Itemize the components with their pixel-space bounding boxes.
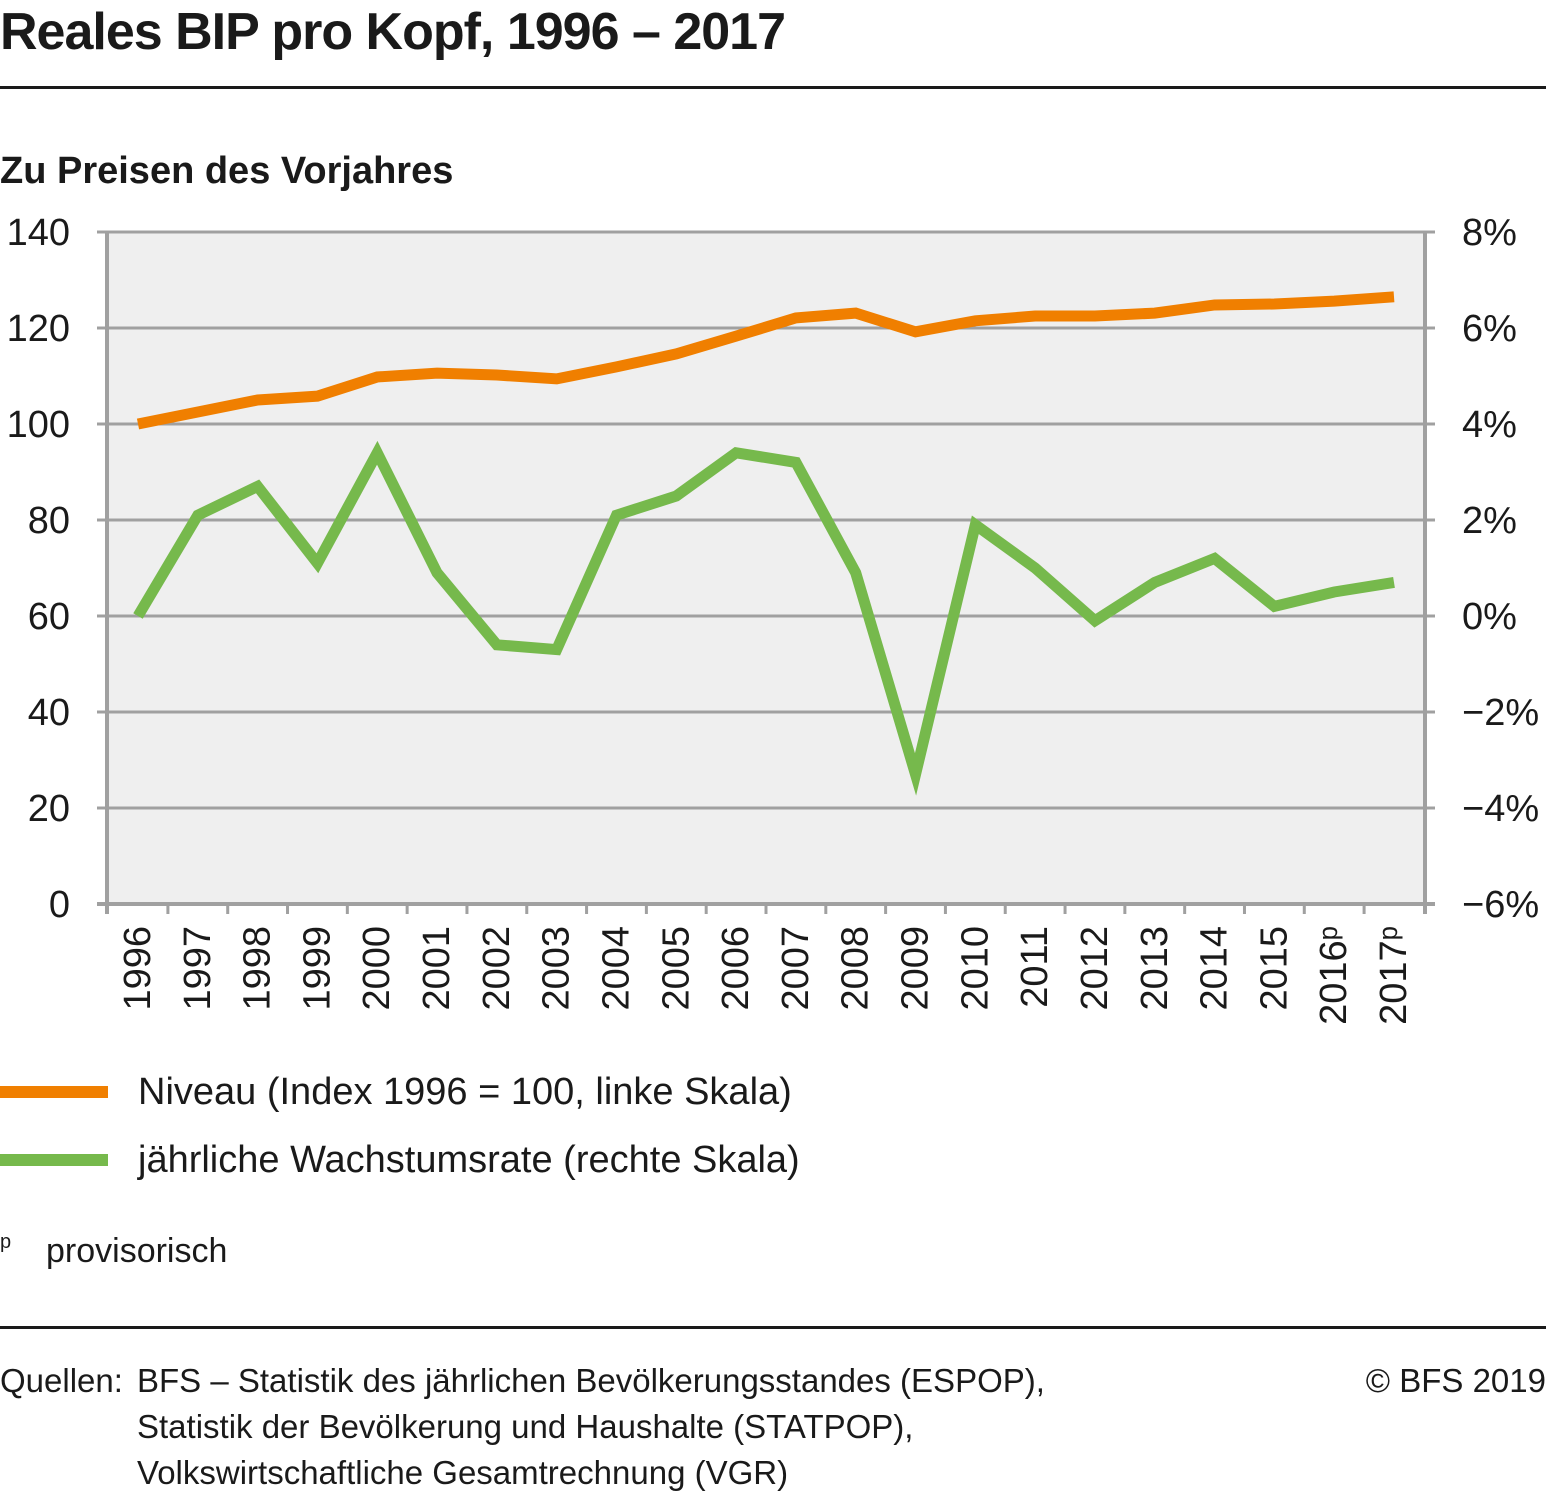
x-tick-label: 1996 [117, 926, 159, 1011]
x-tick-label: 2003 [536, 926, 578, 1011]
legend-item-growth: jährliche Wachstumsrate (rechte Skala) [0, 1138, 800, 1182]
y-left-tick-label: 140 [7, 212, 70, 254]
x-tick-label: 2007 [775, 926, 817, 1011]
x-tick-label: 2002 [476, 926, 518, 1011]
footnote-marker: p [0, 1232, 46, 1271]
y-right-tick-label: −4% [1462, 788, 1539, 830]
y-left-tick-label: 40 [28, 692, 70, 734]
x-tick-label: 1997 [177, 926, 219, 1011]
y-right-tick-label: 0% [1462, 596, 1517, 638]
x-tick-label: 2011 [1014, 926, 1056, 1008]
y-left-tick-label: 20 [28, 788, 70, 830]
x-tick-label: 2000 [356, 926, 398, 1011]
y-left-tick-label: 60 [28, 596, 70, 638]
footer-divider [0, 1326, 1546, 1329]
footnote-text: provisorisch [46, 1232, 227, 1271]
legend-item-niveau: Niveau (Index 1996 = 100, linke Skala) [0, 1070, 792, 1114]
y-left-tick-label: 120 [7, 308, 70, 350]
y-left-tick-label: 100 [7, 404, 70, 446]
x-tick-label: 2001 [416, 926, 458, 1011]
footnote: p provisorisch [0, 1232, 227, 1271]
x-tick-label: 2010 [954, 926, 996, 1011]
x-tick-label: 2006 [715, 926, 757, 1011]
y-right-tick-label: 2% [1462, 500, 1517, 542]
x-tick-label: 2016ᵖ [1313, 926, 1355, 1025]
x-tick-label: 2005 [655, 926, 697, 1011]
source-line: Statistik der Bevölkerung und Haushalte … [137, 1404, 1045, 1450]
title-divider [0, 86, 1546, 89]
legend-label-niveau: Niveau (Index 1996 = 100, linke Skala) [138, 1070, 792, 1114]
x-tick-label: 2009 [895, 926, 937, 1011]
y-left-tick-label: 80 [28, 500, 70, 542]
x-tick-label: 1998 [237, 926, 279, 1011]
x-tick-label: 1999 [296, 926, 338, 1011]
x-tick-label: 2004 [595, 926, 637, 1011]
chart-title: Reales BIP pro Kopf, 1996 – 2017 [0, 0, 785, 64]
y-right-tick-label: −6% [1462, 884, 1539, 926]
x-tick-label: 2017ᵖ [1373, 926, 1415, 1025]
x-tick-label: 2012 [1074, 926, 1116, 1011]
line-chart: 0 20 40 60 80 100 120 140 −6% −4% −2% 0% 2% 4% 6% 8% 199… [0, 200, 1546, 1050]
legend-swatch-niveau [0, 1086, 108, 1098]
sources: Quellen: BFS – Statistik des jährlichen … [0, 1358, 1045, 1496]
x-tick-label: 2013 [1134, 926, 1176, 1011]
y-right-tick-label: 8% [1462, 212, 1517, 254]
source-line: Volkswirtschaftliche Gesamtrechnung (VGR… [137, 1450, 1045, 1496]
x-tick-label: 2008 [835, 926, 877, 1011]
y-right-tick-label: −2% [1462, 692, 1539, 734]
sources-prefix: Quellen: [0, 1358, 137, 1496]
y-right-tick-label: 4% [1462, 404, 1517, 446]
source-line: BFS – Statistik des jährlichen Bevölkeru… [137, 1358, 1045, 1404]
y-left-tick-label: 0 [49, 884, 70, 926]
chart-subtitle: Zu Preisen des Vorjahres [0, 148, 453, 194]
legend-label-growth: jährliche Wachstumsrate (rechte Skala) [138, 1138, 800, 1182]
x-tick-label: 2014 [1194, 926, 1236, 1011]
x-tick-label: 2015 [1253, 926, 1295, 1011]
y-right-tick-label: 6% [1462, 308, 1517, 350]
copyright: © BFS 2019 [1366, 1358, 1546, 1404]
legend-swatch-growth [0, 1154, 108, 1166]
